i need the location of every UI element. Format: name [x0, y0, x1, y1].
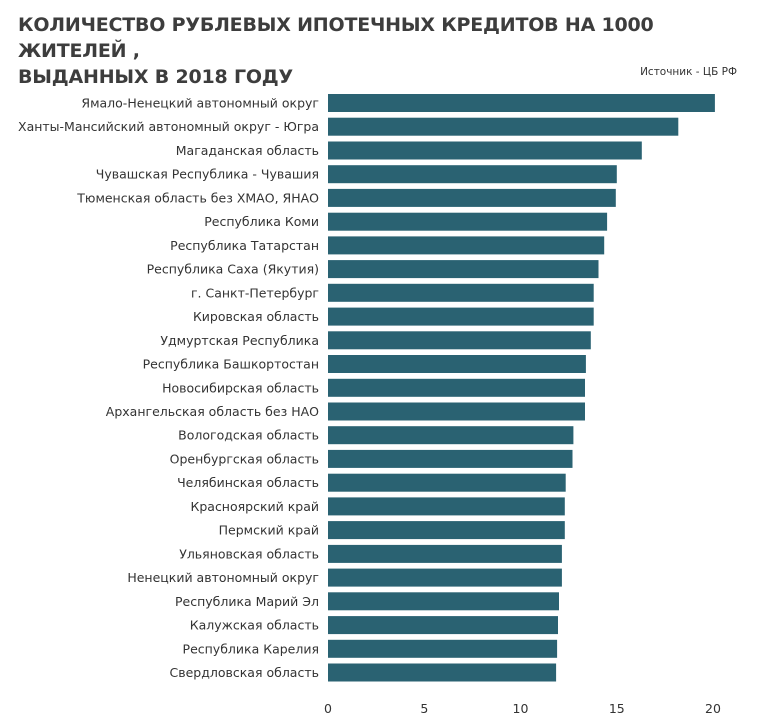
- bar: [328, 616, 558, 635]
- category-label: Ульяновская область: [179, 546, 319, 561]
- category-label: Республика Карелия: [183, 641, 319, 656]
- chart-title-line-1: КОЛИЧЕСТВО РУБЛЕВЫХ ИПОТЕЧНЫХ КРЕДИТОВ Н…: [18, 14, 654, 62]
- x-tick-label: 0: [324, 701, 332, 716]
- category-label: Свердловская область: [170, 665, 319, 680]
- category-label: Оренбургская область: [170, 451, 319, 466]
- bar: [328, 568, 562, 587]
- category-label: Пермский край: [219, 523, 319, 538]
- bar: [328, 592, 559, 611]
- category-label: Удмуртская Республика: [160, 333, 319, 348]
- bar: [328, 426, 574, 445]
- bar: [328, 260, 599, 279]
- bar: [328, 449, 573, 468]
- bar: [328, 236, 605, 255]
- bar: [328, 355, 586, 373]
- category-label: Челябинская область: [177, 475, 319, 490]
- bar: [328, 663, 557, 682]
- bar: [328, 117, 679, 136]
- source-note: Источник - ЦБ РФ: [640, 66, 737, 78]
- chart-title: КОЛИЧЕСТВО РУБЛЕВЫХ ИПОТЕЧНЫХ КРЕДИТОВ Н…: [18, 12, 748, 90]
- bar: [328, 212, 608, 231]
- bar: [328, 521, 565, 540]
- bar: [328, 141, 642, 160]
- category-label: Ямало-Ненецкий автономный округ: [81, 96, 319, 111]
- bar: [328, 283, 594, 302]
- category-label: Республика Татарстан: [170, 238, 319, 253]
- category-label: Новосибирская область: [162, 380, 319, 395]
- bar: [328, 402, 585, 421]
- x-tick-label: 5: [420, 701, 428, 716]
- bar: [328, 165, 617, 184]
- x-tick-label: 20: [705, 701, 721, 716]
- category-label: Вологодская область: [178, 428, 319, 443]
- category-label: Кировская область: [193, 309, 319, 324]
- category-label: г. Санкт-Петербург: [191, 285, 319, 300]
- bar: [328, 307, 594, 326]
- category-label: Архангельская область без НАО: [106, 404, 319, 419]
- category-label: Калужская область: [190, 618, 319, 633]
- chart-title-line-2: ВЫДАННЫХ В 2018 ГОДУ: [18, 66, 293, 88]
- bar: [328, 378, 585, 397]
- category-label: Ненецкий автономный округ: [127, 570, 319, 585]
- category-label: Республика Саха (Якутия): [147, 262, 319, 277]
- category-label: Красноярский край: [190, 499, 319, 514]
- bar: [328, 497, 565, 516]
- bar: [328, 473, 566, 492]
- category-label: Ханты-Мансийский автономный округ - Югра: [18, 119, 319, 134]
- category-label: Республика Башкортостан: [143, 357, 319, 372]
- bar: [328, 639, 558, 658]
- category-label: Тюменская область без ХМАО, ЯНАО: [76, 190, 319, 205]
- category-label: Магаданская область: [176, 143, 319, 158]
- bar: [328, 331, 591, 350]
- bar: [328, 188, 616, 207]
- bar: [328, 94, 715, 112]
- category-label: Республика Марий Эл: [175, 594, 319, 609]
- x-tick-label: 10: [513, 701, 529, 716]
- bar: [328, 544, 562, 563]
- category-label: Республика Коми: [204, 214, 319, 229]
- x-tick-label: 15: [609, 701, 625, 716]
- category-label: Чувашская Республика - Чувашия: [96, 167, 319, 182]
